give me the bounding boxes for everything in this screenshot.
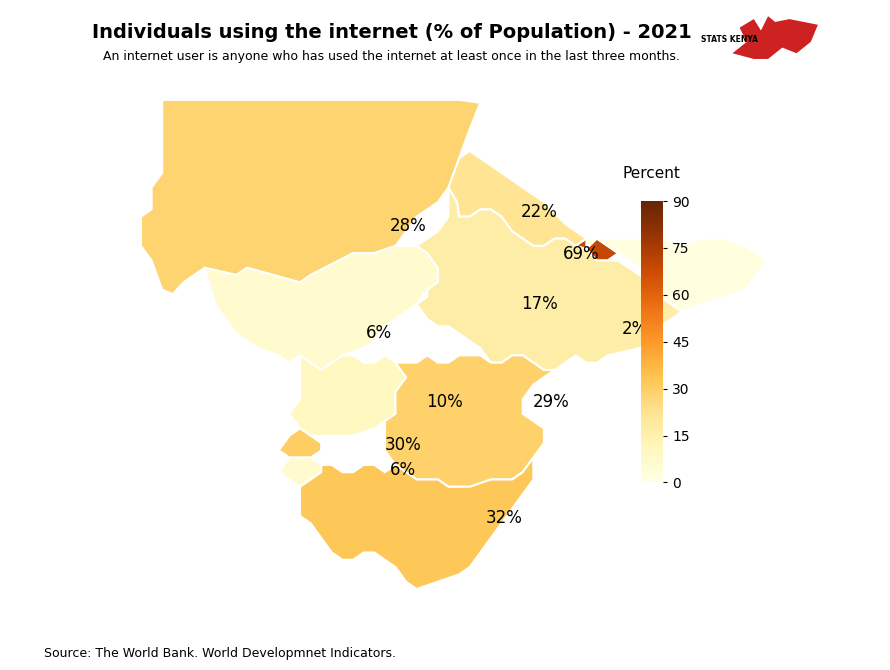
Polygon shape (732, 16, 818, 59)
Text: Individuals using the internet (% of Population) - 2021: Individuals using the internet (% of Pop… (92, 23, 692, 42)
Polygon shape (576, 239, 619, 261)
Text: Source: The World Bank. World Developmnet Indicators.: Source: The World Bank. World Developmne… (44, 647, 397, 660)
Polygon shape (205, 246, 438, 370)
Text: 10%: 10% (425, 393, 463, 411)
Polygon shape (279, 458, 321, 487)
Text: 30%: 30% (384, 436, 421, 454)
Text: 28%: 28% (390, 217, 427, 235)
Text: 22%: 22% (521, 203, 558, 221)
Polygon shape (279, 428, 321, 458)
Text: 6%: 6% (366, 324, 392, 342)
Polygon shape (141, 100, 481, 294)
Polygon shape (449, 151, 587, 249)
Text: Percent: Percent (623, 166, 681, 182)
Text: 69%: 69% (562, 245, 599, 263)
Polygon shape (300, 458, 533, 589)
Polygon shape (587, 239, 766, 312)
Polygon shape (417, 188, 682, 370)
Text: STATS KENYA: STATS KENYA (701, 35, 758, 44)
Polygon shape (289, 355, 406, 436)
Text: 17%: 17% (521, 295, 558, 314)
Text: An internet user is anyone who has used the internet at least once in the last t: An internet user is anyone who has used … (103, 50, 680, 63)
Text: 2%: 2% (621, 320, 648, 338)
Text: 32%: 32% (485, 509, 522, 527)
Text: 29%: 29% (533, 393, 570, 411)
Text: 6%: 6% (390, 461, 416, 479)
Polygon shape (384, 355, 554, 487)
